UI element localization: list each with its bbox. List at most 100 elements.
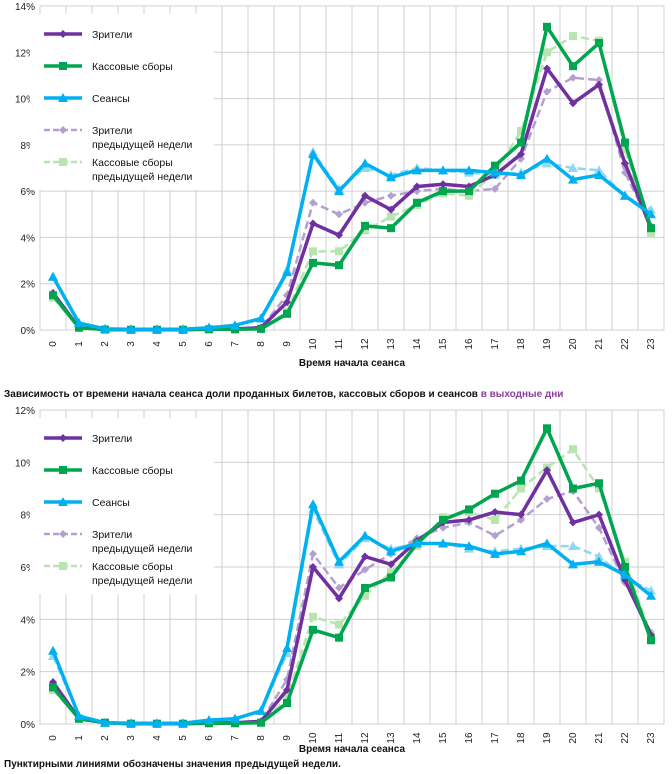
data-point: [334, 186, 344, 196]
data-point: [647, 228, 655, 237]
data-point: [621, 138, 629, 147]
data-point: [568, 174, 578, 184]
legend-swatch-marker: [59, 466, 67, 474]
data-point: [439, 180, 447, 189]
data-point: [100, 323, 110, 333]
caption-highlight: в выходные дни: [480, 389, 564, 400]
data-point: [491, 161, 499, 170]
data-point: [517, 484, 525, 493]
caption-main: Зависимость от времени начала сеанса дол…: [4, 389, 481, 400]
legend-swatch-marker: [59, 126, 67, 134]
x-tick-label: 8: [256, 735, 267, 741]
x-tick-label: 22: [620, 338, 631, 350]
x-tick-label: 23: [646, 732, 657, 744]
data-point: [152, 718, 162, 728]
data-point: [361, 565, 369, 574]
y-tick-label: 0%: [21, 326, 36, 337]
x-tick-label: 10: [308, 338, 319, 350]
data-point: [465, 191, 473, 200]
x-tick-label: 0: [48, 735, 59, 741]
data-point: [360, 530, 370, 540]
x-tick-label: 19: [542, 338, 553, 350]
x-tick-label: 5: [178, 341, 189, 347]
data-point: [491, 515, 499, 524]
data-point: [361, 226, 369, 235]
data-point: [75, 323, 83, 332]
x-tick-label: 11: [334, 338, 345, 349]
legend-label: Сеансы: [92, 497, 130, 509]
x-tick-label: 7: [230, 341, 241, 347]
x-tick-label: 23: [646, 338, 657, 350]
legend-label: Кассовые сборы: [92, 157, 173, 169]
data-point: [257, 324, 265, 333]
data-point: [360, 163, 370, 172]
data-point: [283, 685, 291, 694]
y-tick-label: 8%: [21, 141, 36, 152]
data-point: [646, 590, 656, 600]
legend-label: предыдущей недели: [92, 171, 192, 183]
data-point: [568, 163, 578, 172]
y-tick-label: 14%: [15, 2, 35, 13]
data-point: [361, 583, 369, 592]
data-point: [543, 22, 551, 31]
data-point: [386, 172, 396, 182]
legend-label: предыдущей недели: [92, 139, 192, 151]
y-tick-label: 10%: [15, 458, 35, 469]
x-tick-label: 10: [308, 732, 319, 744]
data-point: [126, 718, 136, 728]
x-tick-label: 21: [594, 338, 605, 350]
data-point: [74, 318, 84, 328]
series-3: [48, 499, 656, 728]
data-point: [621, 145, 629, 154]
data-point: [256, 313, 266, 323]
legend-label: предыдущей недели: [92, 543, 192, 555]
x-tick-label: 15: [438, 732, 449, 744]
x-tick-label: 20: [568, 732, 579, 744]
legend-swatch-marker: [58, 497, 68, 506]
data-point: [517, 138, 525, 147]
data-point: [283, 298, 291, 307]
data-point: [283, 699, 291, 708]
x-tick-label: 1: [74, 735, 85, 741]
data-point: [387, 224, 395, 233]
data-point: [491, 184, 499, 193]
data-point: [465, 505, 473, 514]
data-point: [464, 541, 474, 551]
legend-swatch-marker: [59, 62, 67, 70]
data-point: [48, 271, 58, 281]
x-tick-label: 14: [412, 732, 423, 744]
data-point: [74, 711, 84, 721]
data-point: [517, 515, 525, 524]
data-point: [256, 705, 266, 715]
x-tick-label: 4: [152, 341, 163, 347]
data-point: [387, 560, 395, 569]
x-tick-label: 9: [282, 341, 293, 347]
data-point: [543, 494, 551, 503]
legend-label: Зрители: [92, 433, 132, 445]
data-point: [308, 149, 318, 159]
x-tick-label: 16: [464, 338, 475, 350]
data-point: [387, 191, 395, 200]
chart-weekdays: 0%2%4%6%8%10%12%14%0 1 2 3 4 5 6 7 8 9 10 11 12 13 14 1…: [15, 2, 665, 369]
legend-label: предыдущей недели: [92, 575, 192, 587]
data-point: [490, 167, 500, 177]
data-point: [282, 267, 292, 277]
data-point: [543, 424, 551, 433]
footnote: Пунктирными линиями обозначены значения …: [4, 759, 341, 770]
data-point: [413, 198, 421, 207]
x-tick-label: 15: [438, 338, 449, 350]
data-point: [335, 247, 343, 256]
x-tick-label: 13: [386, 338, 397, 350]
x-tick-label: 8: [256, 341, 267, 347]
legend-label: Кассовые сборы: [92, 561, 173, 573]
data-point: [282, 643, 292, 653]
x-tick-label: 21: [594, 732, 605, 744]
legend-label: Зрители: [92, 29, 132, 41]
data-point: [100, 717, 110, 727]
x-tick-label: 2: [100, 341, 111, 347]
x-tick-label: 2: [100, 735, 111, 741]
data-point: [309, 219, 317, 228]
data-point: [230, 320, 240, 330]
y-tick-label: 12%: [15, 406, 35, 417]
data-point: [438, 538, 448, 548]
